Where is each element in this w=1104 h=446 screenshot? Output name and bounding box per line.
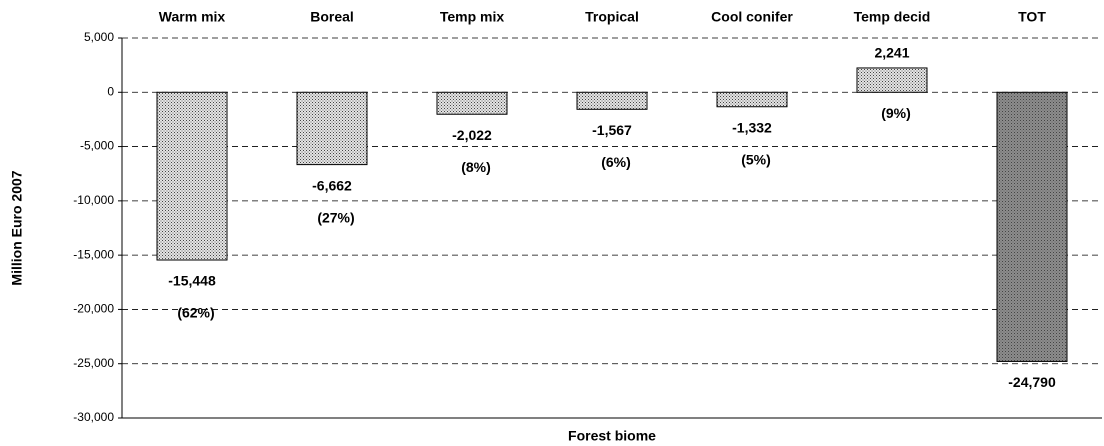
y-tick-label: -10,000 (73, 193, 114, 207)
bar (296, 91, 368, 166)
share-label: (27%) (317, 209, 354, 225)
y-tick-label: -5,000 (80, 139, 114, 153)
category-label: Warm mix (159, 9, 226, 25)
share-label: (5%) (741, 151, 771, 167)
y-axis-label: Million Euro 2007 (9, 170, 25, 285)
share-label: (62%) (177, 305, 214, 321)
category-label: Temp mix (440, 9, 505, 25)
bar (436, 91, 508, 115)
value-label: -2,022 (452, 127, 492, 143)
value-label: -1,332 (732, 119, 772, 135)
category-label: Boreal (310, 9, 354, 25)
value-label: -6,662 (312, 177, 352, 193)
value-label: 2,241 (874, 45, 909, 61)
value-label: -15,448 (168, 273, 216, 289)
y-tick-label: -15,000 (73, 247, 114, 261)
share-label: (9%) (881, 105, 911, 121)
category-label: Temp decid (854, 9, 931, 25)
category-label: Cool conifer (711, 9, 793, 25)
category-label: Tropical (585, 9, 639, 25)
y-tick-label: -25,000 (73, 356, 114, 370)
value-label: -24,790 (1008, 374, 1056, 390)
y-tick-label: -30,000 (73, 410, 114, 424)
bar (716, 91, 788, 108)
bar (156, 91, 228, 261)
bar (996, 91, 1068, 362)
share-label: (8%) (461, 159, 491, 175)
share-label: (6%) (601, 154, 631, 170)
y-tick-label: 0 (107, 84, 114, 98)
y-tick-label: 5,000 (84, 30, 114, 44)
value-label: -1,567 (592, 122, 632, 138)
x-axis-label: Forest biome (568, 428, 656, 444)
category-label: TOT (1018, 9, 1046, 25)
y-tick-label: -20,000 (73, 302, 114, 316)
bar (576, 91, 648, 110)
bar (856, 67, 928, 93)
